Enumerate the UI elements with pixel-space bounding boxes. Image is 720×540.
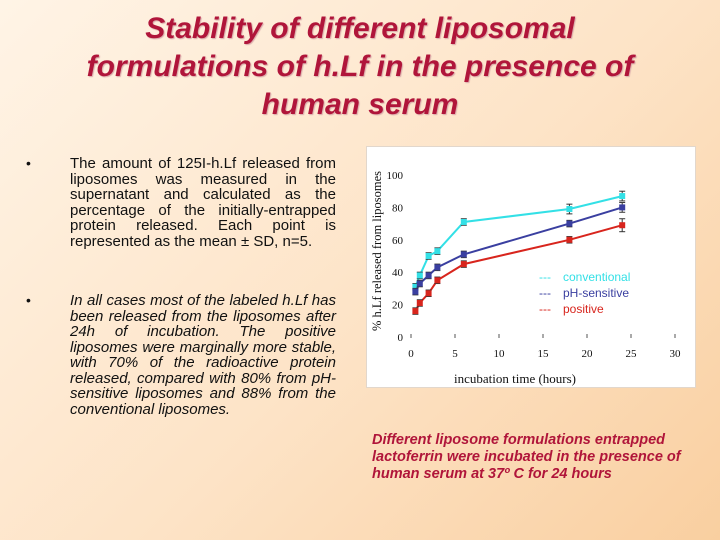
y-tick-label: 40 <box>392 267 404 279</box>
data-point <box>460 218 467 225</box>
data-point <box>434 248 441 255</box>
data-point <box>412 308 419 315</box>
legend-label: pH-sensitive <box>563 286 629 300</box>
title-line-1: Stability of different liposomal <box>145 12 575 45</box>
bullet-text-2: In all cases most of the labeled h.Lf ha… <box>70 292 336 418</box>
data-point <box>416 272 423 279</box>
y-axis-label: % h.Lf released from liposomes <box>370 171 384 331</box>
x-tick-label: 30 <box>670 348 682 360</box>
x-tick-label: 25 <box>626 348 638 360</box>
bullet-marker: • <box>26 155 31 171</box>
y-tick-label: 0 <box>398 332 404 344</box>
bullet-marker: • <box>26 292 31 308</box>
data-point <box>460 261 467 268</box>
x-tick-label: 15 <box>538 348 550 360</box>
y-tick-label: 20 <box>392 300 404 312</box>
title-line-2: formulations of h.Lf in the presence of <box>86 50 634 83</box>
x-tick-label: 10 <box>494 348 506 360</box>
series-conventional <box>412 190 626 291</box>
slide-title: Stability of different liposomal formula… <box>40 10 680 124</box>
legend-label: conventional <box>563 270 630 284</box>
data-point <box>566 206 573 213</box>
y-tick-label: 60 <box>392 235 404 247</box>
data-point <box>619 193 626 200</box>
data-point <box>416 280 423 287</box>
data-point <box>425 253 432 259</box>
data-point <box>566 220 573 227</box>
data-point <box>425 290 432 297</box>
chart-caption: Different liposome formulations entrappe… <box>372 432 681 482</box>
data-point <box>412 283 419 290</box>
bullet-list: • The amount of 125I-h.Lf released from … <box>26 155 336 461</box>
bullet-item-1: • The amount of 125I-h.Lf released from … <box>26 155 336 250</box>
legend-swatch: --- <box>539 302 551 316</box>
series-ph-sensitive <box>412 202 626 296</box>
data-point <box>434 264 441 271</box>
chart-panel: 0 20 40 60 80 100 0 5 10 15 20 25 30 --- conventional… <box>366 146 696 388</box>
data-point <box>416 299 423 306</box>
legend-swatch: --- <box>539 286 551 300</box>
bullet-text-1: The amount of 125I-h.Lf released from li… <box>70 155 336 250</box>
data-point <box>425 272 432 279</box>
data-point <box>412 288 419 295</box>
data-point <box>619 222 626 229</box>
x-tick-label: 0 <box>408 348 414 360</box>
data-point <box>566 236 573 243</box>
y-tick-label: 100 <box>387 170 404 182</box>
x-axis-label: incubation time (hours) <box>454 371 576 386</box>
legend-label: positive <box>563 302 604 316</box>
data-point <box>619 204 626 211</box>
data-point <box>434 277 441 284</box>
y-tick-label: 80 <box>392 202 404 214</box>
x-tick-label: 5 <box>452 348 458 360</box>
legend-swatch: --- <box>539 270 551 284</box>
release-chart: 0 20 40 60 80 100 0 5 10 15 20 25 30 --- conventional… <box>370 170 682 386</box>
x-tick-label: 20 <box>582 348 594 360</box>
data-point <box>460 251 467 258</box>
bullet-item-2: • In all cases most of the labeled h.Lf … <box>26 292 336 418</box>
series-positive <box>412 218 626 315</box>
title-line-3: human serum <box>261 88 459 121</box>
